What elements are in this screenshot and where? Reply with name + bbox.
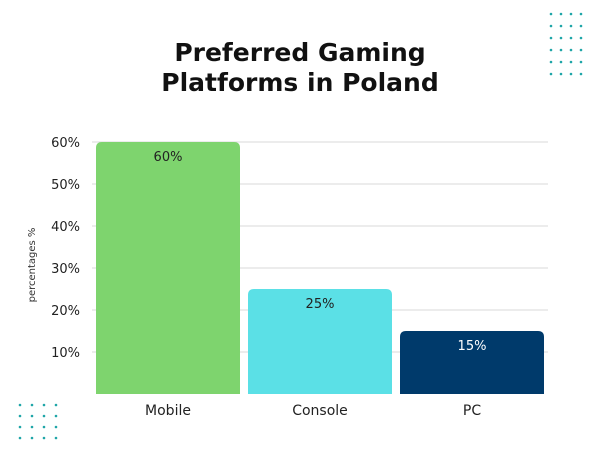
decorative-dot xyxy=(579,36,583,40)
decorative-dot xyxy=(18,403,22,407)
data-labels: 60% 25% 15% xyxy=(154,150,487,354)
decorative-dot xyxy=(30,436,34,440)
x-axis-categories: Mobile Console PC xyxy=(145,403,481,419)
decorative-dot xyxy=(579,12,583,16)
decorative-dot xyxy=(30,403,34,407)
decorative-dot xyxy=(18,414,22,418)
y-tick-label: 40% xyxy=(51,220,80,235)
decorative-dot xyxy=(42,436,46,440)
y-axis-label: percentages % xyxy=(27,228,38,303)
decorative-dot xyxy=(569,48,573,52)
y-tick-label: 30% xyxy=(51,262,80,277)
decorative-dot xyxy=(549,36,553,40)
data-label: 15% xyxy=(458,339,487,354)
y-axis-ticks: 10% 20% 30% 40% 50% 60% xyxy=(51,136,80,361)
decorative-dot xyxy=(569,72,573,76)
x-category-label: PC xyxy=(463,403,481,419)
y-tick-label: 20% xyxy=(51,304,80,319)
decorative-dot xyxy=(42,403,46,407)
decorative-dot xyxy=(549,72,553,76)
decorative-dot xyxy=(579,60,583,64)
decorative-dot xyxy=(54,414,58,418)
chart-title: Preferred Gaming Platforms in Poland xyxy=(161,38,439,97)
decorative-dot xyxy=(549,12,553,16)
data-label: 25% xyxy=(306,297,335,312)
decorative-dots-bottom-left xyxy=(18,403,58,440)
y-tick-label: 50% xyxy=(51,178,80,193)
decorative-dot xyxy=(579,24,583,28)
decorative-dot xyxy=(42,414,46,418)
decorative-dot xyxy=(42,425,46,429)
decorative-dot xyxy=(559,24,563,28)
decorative-dot xyxy=(549,24,553,28)
decorative-dot xyxy=(559,12,563,16)
bar-pc xyxy=(400,331,544,394)
decorative-dots-top-right xyxy=(549,12,583,76)
bar-console xyxy=(248,289,392,394)
decorative-dot xyxy=(18,425,22,429)
decorative-dot xyxy=(579,72,583,76)
decorative-dot xyxy=(30,425,34,429)
y-tick-label: 10% xyxy=(51,346,80,361)
decorative-dot xyxy=(549,60,553,64)
decorative-dot xyxy=(54,425,58,429)
decorative-dot xyxy=(549,48,553,52)
decorative-dot xyxy=(18,436,22,440)
x-category-label: Mobile xyxy=(145,403,191,419)
x-category-label: Console xyxy=(292,403,348,419)
decorative-dot xyxy=(559,72,563,76)
decorative-dot xyxy=(30,414,34,418)
decorative-dot xyxy=(559,60,563,64)
decorative-dot xyxy=(569,36,573,40)
decorative-dot xyxy=(569,12,573,16)
bars xyxy=(96,142,544,394)
decorative-dot xyxy=(579,48,583,52)
decorative-dot xyxy=(559,36,563,40)
decorative-dot xyxy=(54,436,58,440)
decorative-dot xyxy=(54,403,58,407)
decorative-dot xyxy=(559,48,563,52)
bar-mobile xyxy=(96,142,240,394)
decorative-dot xyxy=(569,24,573,28)
decorative-dot xyxy=(569,60,573,64)
data-label: 60% xyxy=(154,150,183,165)
y-tick-label: 60% xyxy=(51,136,80,151)
